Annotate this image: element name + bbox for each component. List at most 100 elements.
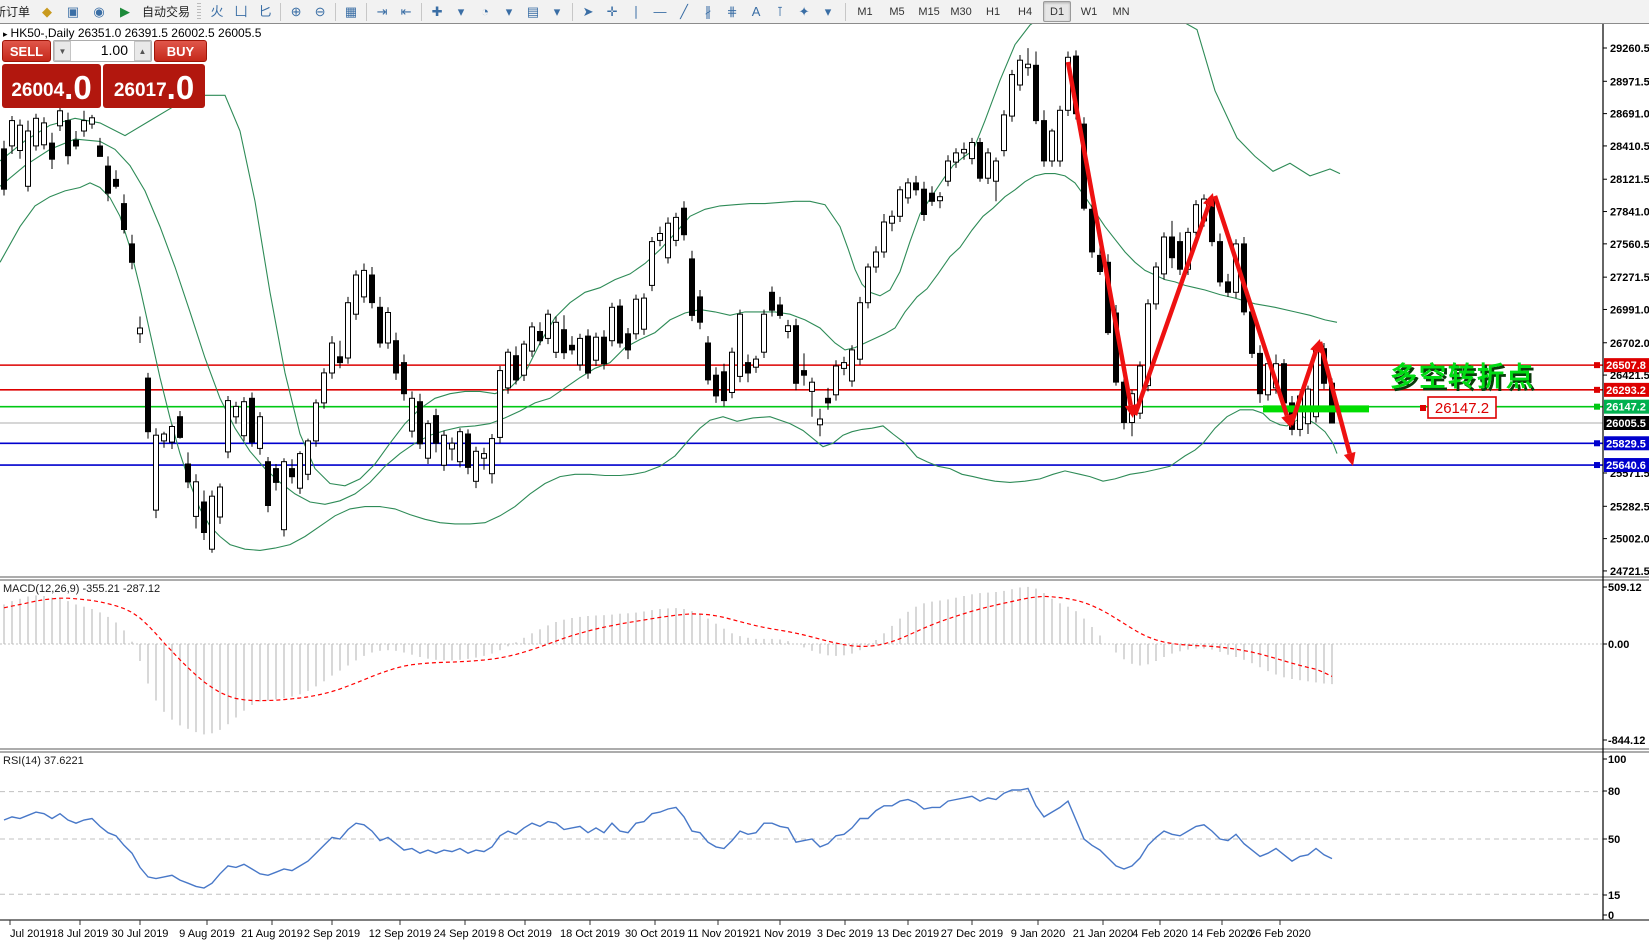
bollinger-lower-band [0,182,1338,551]
level-line-handle[interactable] [1594,462,1600,469]
bollinger-middle-band [0,138,1338,505]
level-line-handle[interactable] [1594,403,1600,410]
shapes-icon[interactable]: ✦ [798,3,810,19]
sell-price-frac: .0 [64,69,92,106]
trend-arrows[interactable] [1065,61,1356,467]
shapes-dropdown-icon[interactable]: ▾ [824,3,832,19]
candle-chart-icon[interactable]: ⼐ [234,3,248,19]
svg-text:50: 50 [1608,834,1620,846]
price-label-box[interactable] [1427,396,1497,419]
svg-text:2 Sep 2019: 2 Sep 2019 [304,928,360,940]
timeframe-W1[interactable]: W1 [1080,5,1098,18]
periods-icon[interactable]: ◔ [481,3,489,19]
axis-price-badge [1604,436,1649,451]
toolbar-left-icons: ◆ ▣ ◉ ▶ [35,2,137,22]
timeframe-D1[interactable]: D1 [1043,1,1072,22]
volume-value[interactable]: 1.00 [100,42,128,58]
timeframe-M30[interactable]: M30 [950,5,972,18]
periods-dropdown-icon[interactable]: ▾ [505,3,513,19]
svg-text:27841.0: 27841.0 [1610,207,1649,219]
price-label-handle[interactable] [1420,405,1426,411]
candles-layer [1,48,1335,553]
zoom-in-icon[interactable]: ⊕ [290,3,302,19]
broadcast-icon[interactable]: ◉ [93,3,105,19]
equidistant-channel-icon[interactable]: ∦ [704,3,712,19]
fibonacci-icon[interactable]: ⋕ [726,3,738,19]
sell-button[interactable]: SELL [2,40,51,62]
chart-shift-icon[interactable]: ⇤ [400,3,412,19]
timeframe-M5[interactable]: M5 [889,5,905,18]
svg-text:25282.5: 25282.5 [1610,501,1649,513]
buy-button[interactable]: BUY [154,40,207,62]
svg-text:21 Aug 2019: 21 Aug 2019 [241,928,303,940]
zoom-out-icon[interactable]: ⊖ [314,3,326,19]
indicator-dropdown-icon[interactable]: ▾ [457,3,465,19]
volume-stepper[interactable]: ▼ 1.00 ▲ [53,40,152,62]
buy-price-button[interactable]: 26017.0 [103,64,205,108]
text-icon[interactable]: A [751,3,761,19]
auto-trading-button[interactable]: 自动交易 [142,4,191,19]
toolbar-separator [366,2,368,21]
trendline-icon[interactable]: ╱ [680,3,688,19]
svg-text:18 Jul 2019: 18 Jul 2019 [52,928,109,940]
timeframe-MN[interactable]: MN [1112,5,1130,18]
date-axis[interactable]: Jul 2019 18 Jul 2019 30 Jul 2019 9 Aug 2019… [9,920,1311,940]
new-order-button[interactable]: 新订单 [0,4,31,19]
annotation-text[interactable]: 多空转折点 [1390,361,1535,392]
one-click-trading-panel: SELL ▼ 1.00 ▲ BUY 26004.0 26017.0 [2,40,207,108]
bar-chart-icon[interactable]: ⽕ [210,3,224,19]
main-toolbar: 新订单 ◆▣◉▶ 自动交易 ⽕⼐⼔⊕⊖▦⇥⇤✚▾◔▾▤▾➤✛∣—╱∦⋕A⊺✦▾ … [0,0,1649,24]
svg-text:14 Feb 2020: 14 Feb 2020 [1191,928,1253,940]
svg-text:21 Nov 2019: 21 Nov 2019 [749,928,811,940]
svg-text:15: 15 [1608,890,1620,902]
timeframe-M1[interactable]: M1 [857,5,873,18]
toolbar-grip [197,2,202,21]
chart-title: ▸ HK50-,Daily 26351.0 26391.5 26002.5 260… [3,26,261,40]
svg-text:12 Sep 2019: 12 Sep 2019 [369,928,431,940]
sell-price-button[interactable]: 26004.0 [2,64,101,108]
text-label-icon[interactable]: ⊺ [776,3,784,19]
price-axis[interactable]: 29260.5 28971.5 28691.0 28410.5 28121.5 27841… [1603,43,1649,922]
svg-text:25002.0: 25002.0 [1610,534,1649,546]
svg-text:27271.5: 27271.5 [1610,272,1649,284]
templates-dropdown-icon[interactable]: ▾ [553,3,561,19]
templates-icon[interactable]: ▤ [526,3,540,19]
gold-stack-icon[interactable]: ◆ [42,3,53,19]
volume-decrease-button[interactable]: ▼ [54,41,71,61]
level-line-handle[interactable] [1594,362,1600,369]
hline-icon[interactable]: — [653,3,667,19]
auto-trading-icon[interactable]: ▶ [120,3,131,19]
svg-text:9 Aug 2019: 9 Aug 2019 [179,928,235,940]
toolbar-separator [572,2,574,21]
volume-increase-button[interactable]: ▲ [134,41,151,61]
support-highlight-bar[interactable] [1263,405,1369,413]
svg-text:24 Sep 2019: 24 Sep 2019 [434,928,496,940]
svg-text:25829.5: 25829.5 [1606,438,1646,450]
crosshair-icon[interactable]: ✛ [606,3,618,19]
svg-text:26147.2: 26147.2 [1606,402,1646,414]
axis-price-badge [1604,382,1649,397]
market-watch-icon[interactable]: ▣ [66,3,80,19]
buy-price-frac: .0 [166,69,195,106]
timeframe-H4[interactable]: H4 [1018,5,1033,18]
bollinger-upper-band [0,24,1341,487]
timeframe-H1[interactable]: H1 [986,5,1001,18]
svg-text:8 Oct 2019: 8 Oct 2019 [498,928,552,940]
line-chart-icon[interactable]: ⼔ [258,3,272,19]
svg-text:26991.0: 26991.0 [1610,304,1649,316]
chart-title-text: HK50-,Daily 26351.0 26391.5 26002.5 2600… [10,26,262,40]
toolbar-separator [421,2,423,21]
level-line-handle[interactable] [1594,440,1600,447]
svg-text:26421.5: 26421.5 [1610,370,1649,382]
indicators-icon[interactable]: ✚ [431,3,443,19]
tile-windows-icon[interactable]: ▦ [344,3,358,19]
timeframe-M15[interactable]: M15 [918,5,940,18]
cursor-icon[interactable]: ➤ [582,3,594,19]
toolbar-chart-icons: ⽕⼐⼔ ⊕ ⊖ ▦ ⇥ ⇤ ✚ ▾ ◔ ▾ ▤ ▾ ➤ ✛ ∣ — ╱ ∦ ⋕ A ⊺ ✦ ▾ [205,2,840,22]
auto-scroll-icon[interactable]: ⇥ [376,3,388,19]
vline-icon[interactable]: ∣ [632,3,640,19]
level-line-handle[interactable] [1594,386,1600,393]
price-label-text: 26147.2 [1435,400,1489,417]
